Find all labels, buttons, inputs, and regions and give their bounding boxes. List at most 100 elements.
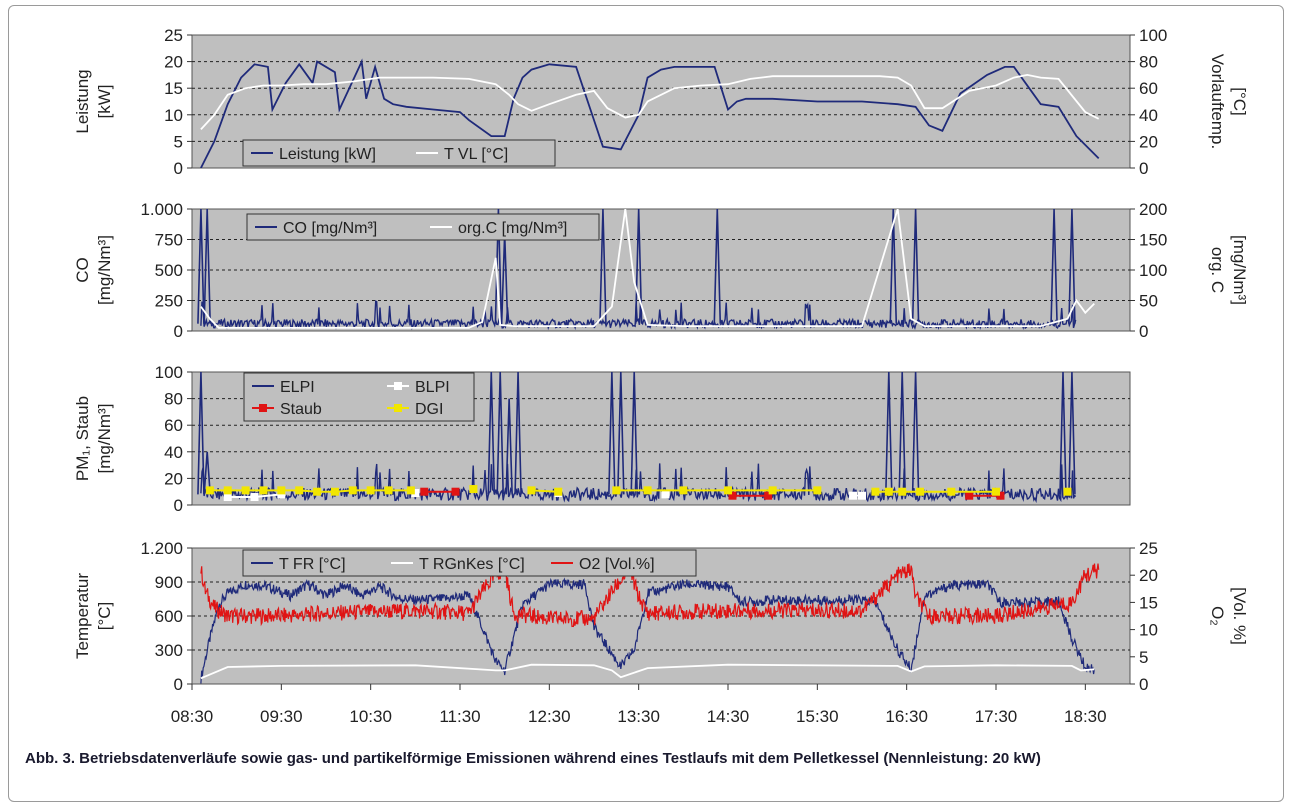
series-marker: [451, 487, 460, 496]
panel-4: 0 300 600 900 1.200 0 5 10 15 20 25 Temperatur [°C] O…: [73, 539, 1249, 694]
y-left-tick-label: 250: [155, 292, 183, 311]
series-marker: [813, 486, 822, 495]
spike-mark: [898, 372, 906, 495]
legend-label: Leistung [kW]: [279, 146, 376, 163]
legend-box: [242, 139, 556, 167]
y-left-tick-label: 0: [174, 322, 183, 341]
series-marker: [724, 486, 732, 495]
series-marker: [764, 491, 773, 500]
y-right-tick-label: 80: [1139, 53, 1158, 72]
legend-label: DGI: [415, 401, 443, 418]
series-marker: [330, 487, 339, 496]
spike-mark: [608, 372, 616, 495]
series-marker: [728, 491, 737, 500]
spike-mark: [197, 372, 205, 495]
series-marker: [366, 486, 375, 495]
y-right-tick-label: 20: [1139, 132, 1158, 151]
y-right-tick-label: 0: [1139, 675, 1148, 694]
legend-box: [243, 372, 475, 422]
spike-mark: [630, 372, 638, 495]
series-org-c-mg-nm--line: [200, 209, 1095, 329]
legend-box: [246, 213, 600, 241]
y-right-tick-label: 0: [1139, 159, 1148, 178]
series-marker: [406, 486, 415, 495]
y-left-tick-label: 10: [164, 106, 183, 125]
x-tick-label: 17:30: [975, 707, 1018, 726]
legend-label: BLPI: [415, 379, 450, 396]
spike-mark: [634, 209, 643, 324]
legend-label: ELPI: [280, 379, 315, 396]
legend-label: CO [mg/Nm³]: [283, 220, 377, 237]
series-marker: [992, 487, 1000, 496]
y-left-axis-label: Leistung: [73, 69, 92, 133]
series-marker: [411, 489, 420, 498]
spike-mark: [1050, 209, 1058, 324]
series-marker: [947, 487, 956, 496]
y-left-tick-label: 100: [155, 363, 183, 382]
y-left-axis-label: [kW]: [95, 85, 114, 119]
series-marker: [996, 491, 1005, 500]
series-marker: [223, 493, 232, 502]
x-tick-label: 14:30: [707, 707, 750, 726]
series-marker: [241, 486, 250, 495]
series-co-mg-nm--line: [200, 300, 1077, 331]
y-left-tick-label: 900: [155, 573, 183, 592]
series-t-fr-c--line: [200, 577, 1095, 684]
legend-label: Staub: [280, 401, 322, 418]
y-left-axis-label: CO: [73, 257, 92, 283]
legend-label: org.C [mg/Nm³]: [458, 220, 567, 237]
series-marker: [384, 486, 393, 495]
y-right-axis-label: [°C]: [1230, 87, 1249, 116]
series-marker: [916, 487, 925, 496]
spike-mark: [1059, 372, 1067, 495]
y-right-axis-label: O₂: [1208, 606, 1227, 626]
spike-mark: [494, 209, 503, 324]
legend-marker: [259, 404, 267, 412]
legend-label: T RGnKes [°C]: [419, 556, 525, 573]
legend-label: T FR [°C]: [279, 556, 346, 573]
series-marker: [679, 486, 688, 495]
spike-mark: [505, 398, 513, 495]
spike-mark: [911, 209, 920, 324]
series-marker: [277, 486, 286, 495]
series-marker: [259, 486, 268, 495]
x-tick-label: 09:30: [260, 707, 303, 726]
figure-frame: [8, 5, 1284, 802]
y-right-axis-label: Vorlauftemp.: [1208, 54, 1227, 149]
y-left-tick-label: 0: [174, 496, 183, 515]
series-leistung-kw--line: [200, 58, 1100, 168]
series-group: [200, 58, 1100, 168]
series-marker: [420, 487, 429, 496]
series-marker: [643, 486, 652, 495]
spike-mark: [617, 372, 625, 495]
y-left-tick-label: 20: [164, 53, 183, 72]
series-marker: [661, 490, 670, 499]
figure-caption: Abb. 3. Betriebsdatenverläufe sowie gas-…: [25, 750, 1041, 767]
panel-1: 0 5 10 15 20 25 0 20 40 60 80 100 Leistung [kW] Vorlau…: [73, 26, 1249, 178]
y-right-tick-label: 20: [1139, 566, 1158, 585]
spike-mark: [496, 372, 504, 495]
y-right-tick-label: 25: [1139, 539, 1158, 558]
y-left-axis-label: [mg/Nm³]: [95, 235, 114, 305]
y-left-axis-label: Temperatur: [73, 573, 92, 659]
y-right-tick-label: 40: [1139, 106, 1158, 125]
y-left-tick-label: 40: [164, 443, 183, 462]
y-right-tick-label: 150: [1139, 231, 1167, 250]
x-tick-label: 15:30: [796, 707, 839, 726]
series-elpi-line: [200, 463, 1077, 504]
y-right-tick-label: 50: [1139, 292, 1158, 311]
legend-marker: [394, 382, 402, 390]
y-left-axis-label: [mg/Nm³]: [95, 404, 114, 474]
series-marker: [469, 485, 478, 494]
series-marker: [858, 491, 866, 500]
y-right-tick-label: 60: [1139, 79, 1158, 98]
spike-mark: [487, 372, 496, 495]
y-right-tick-label: 10: [1139, 621, 1158, 640]
spike-mark: [599, 209, 607, 324]
y-left-tick-label: 20: [164, 469, 183, 488]
y-left-tick-label: 80: [164, 390, 183, 409]
series-marker: [205, 486, 214, 495]
panel-3: 0 20 40 60 80 100 PM₁, Staub [mg/Nm³] ELPI BLPI St…: [73, 363, 1131, 515]
y-right-tick-label: 100: [1139, 26, 1167, 45]
